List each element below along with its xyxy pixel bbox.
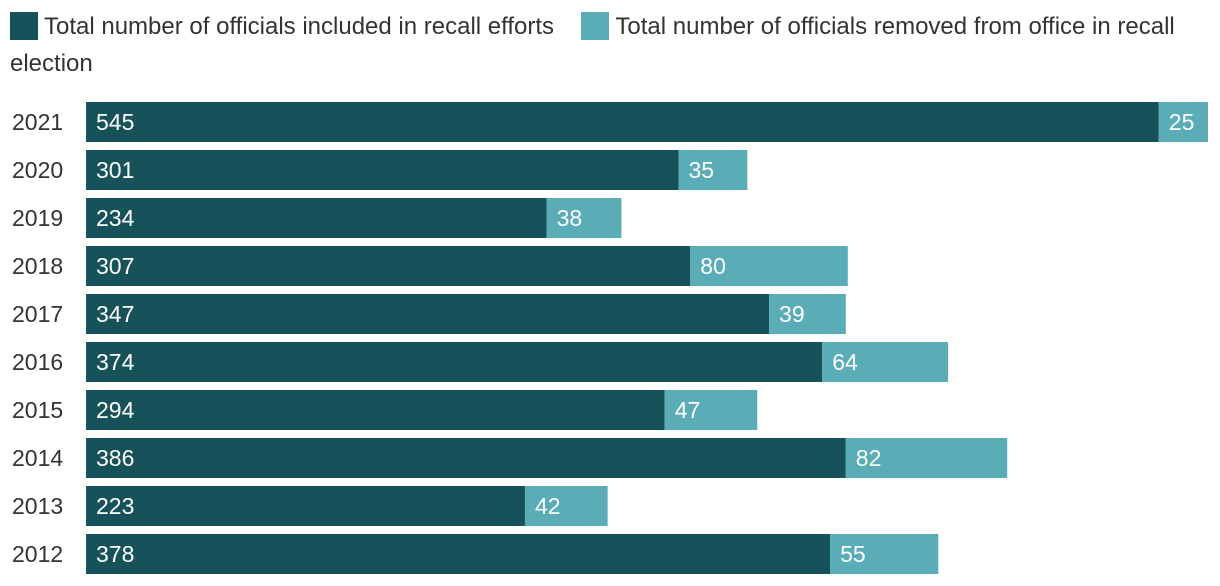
legend-item-included: Total number of officials included in re… <box>10 12 561 40</box>
year-label-2015: 2015 <box>12 397 63 423</box>
bar-removed-2019 <box>546 198 622 238</box>
year-label-2020: 2020 <box>12 157 63 183</box>
value-label-included-2015: 294 <box>96 397 135 423</box>
bar-included-2017 <box>86 294 770 334</box>
year-label-2017: 2017 <box>12 301 63 327</box>
value-label-included-2021: 545 <box>96 109 134 135</box>
value-label-removed-2020: 35 <box>688 157 714 183</box>
legend-label-removed: Total number of officials removed from o… <box>10 13 1175 77</box>
year-label-2013: 2013 <box>12 493 63 519</box>
value-label-included-2017: 347 <box>96 301 134 327</box>
legend-swatch-included <box>10 12 38 40</box>
bar-included-2018 <box>86 246 691 286</box>
bar-included-2016 <box>86 342 823 382</box>
value-label-removed-2021: 25 <box>1169 109 1195 135</box>
value-label-included-2020: 301 <box>96 157 134 183</box>
value-label-included-2019: 234 <box>96 205 135 231</box>
legend-item-removed: Total number of officials removed from o… <box>10 12 1175 77</box>
value-label-included-2016: 374 <box>96 349 135 375</box>
bar-removed-2012 <box>830 534 939 574</box>
bar-removed-2020 <box>678 150 748 190</box>
value-label-included-2018: 307 <box>96 253 134 279</box>
bar-included-2014 <box>86 438 846 478</box>
bar-removed-2016 <box>822 342 949 382</box>
value-label-removed-2014: 82 <box>856 445 882 471</box>
bar-included-2013 <box>86 486 525 526</box>
year-label-2016: 2016 <box>12 349 63 375</box>
value-label-removed-2018: 80 <box>700 253 726 279</box>
bar-removed-2014 <box>845 438 1008 478</box>
year-label-2014: 2014 <box>12 445 63 471</box>
bar-removed-2017 <box>769 294 846 334</box>
value-label-included-2012: 378 <box>96 541 134 567</box>
value-label-removed-2016: 64 <box>832 349 858 375</box>
bar-included-2012 <box>86 534 831 574</box>
year-label-2019: 2019 <box>12 205 63 231</box>
value-label-included-2014: 386 <box>96 445 134 471</box>
year-label-2012: 2012 <box>12 541 63 567</box>
legend-label-included: Total number of officials included in re… <box>44 13 555 40</box>
value-label-removed-2012: 55 <box>840 541 866 567</box>
bar-included-2019 <box>86 198 547 238</box>
value-label-removed-2019: 38 <box>557 205 583 231</box>
bar-removed-2013 <box>524 486 608 526</box>
legend-swatch-removed <box>581 12 610 40</box>
value-label-removed-2017: 39 <box>779 301 805 327</box>
bar-included-2015 <box>86 390 665 430</box>
chart-legend: Total number of officials included in re… <box>10 8 1210 82</box>
value-label-removed-2015: 47 <box>675 397 701 423</box>
bar-removed-2021 <box>1158 102 1208 142</box>
year-label-2018: 2018 <box>12 253 63 279</box>
bar-included-2020 <box>86 150 679 190</box>
value-label-removed-2013: 42 <box>535 493 561 519</box>
bar-removed-2015 <box>664 390 758 430</box>
bar-removed-2018 <box>690 246 848 286</box>
bar-included-2021 <box>86 102 1159 142</box>
year-label-2021: 2021 <box>12 109 63 135</box>
value-label-included-2013: 223 <box>96 493 134 519</box>
